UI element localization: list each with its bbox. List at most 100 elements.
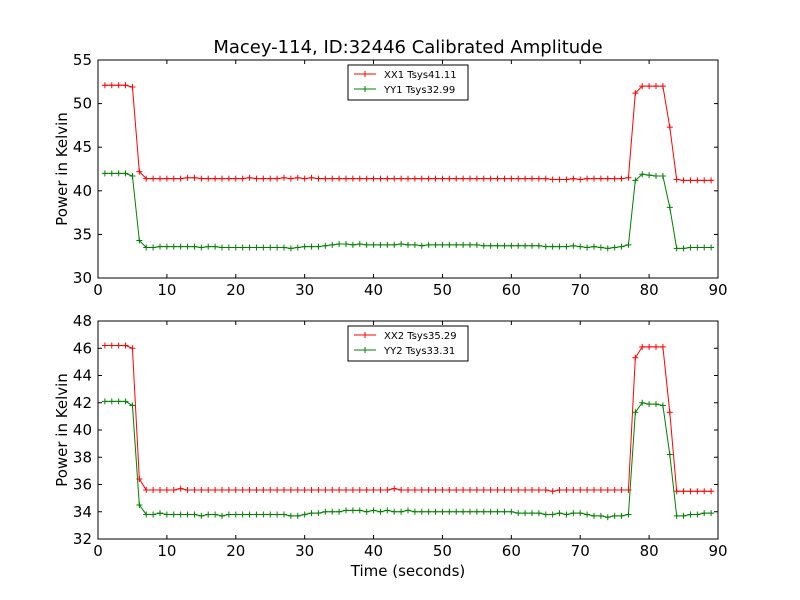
data-point — [136, 237, 143, 244]
data-point — [212, 175, 219, 182]
data-point — [432, 241, 439, 248]
data-point — [708, 244, 715, 251]
x-tick-label: 30 — [295, 542, 314, 560]
data-point — [191, 486, 198, 493]
legend-box — [347, 325, 469, 362]
data-point — [253, 486, 260, 493]
x-tick-label: 70 — [571, 542, 590, 560]
data-point — [529, 175, 535, 182]
x-tick-label: 90 — [708, 542, 727, 560]
data-point — [549, 488, 556, 495]
data-point — [487, 486, 494, 493]
data-point — [274, 511, 281, 518]
data-point — [646, 83, 653, 90]
data-point — [556, 176, 563, 183]
y-tick-label: 50 — [73, 95, 92, 113]
data-point — [122, 82, 129, 89]
x-tick-label: 60 — [502, 542, 521, 560]
data-point — [639, 343, 646, 350]
data-point — [432, 486, 439, 493]
x-tick-label: 60 — [502, 281, 521, 299]
data-point — [232, 244, 239, 251]
legend-label: YY2 Tsys33.31 — [383, 346, 455, 357]
x-tick-label: 40 — [364, 542, 383, 560]
data-point — [322, 242, 329, 249]
data-point — [639, 83, 646, 90]
data-point — [563, 176, 570, 183]
data-point — [577, 176, 584, 183]
data-point — [405, 175, 411, 182]
data-point — [460, 175, 467, 182]
data-point — [453, 508, 460, 515]
y-tick-label: 48 — [73, 312, 92, 330]
data-point — [384, 507, 391, 514]
data-point — [618, 512, 625, 519]
data-point — [418, 486, 425, 493]
data-point — [108, 82, 115, 89]
data-point — [439, 175, 446, 182]
data-point — [384, 175, 391, 182]
x-axis-label: Time (seconds) — [350, 562, 466, 580]
data-point — [680, 177, 687, 184]
data-point — [570, 242, 577, 249]
data-point — [604, 486, 611, 493]
data-point — [356, 486, 363, 493]
data-point — [150, 244, 157, 251]
legend-box — [347, 64, 469, 101]
data-point — [480, 486, 487, 493]
y-tick-label: 55 — [73, 51, 92, 69]
data-point — [205, 243, 212, 250]
data-point — [694, 488, 701, 495]
data-point — [453, 241, 460, 248]
data-point — [281, 244, 287, 251]
data-point — [329, 508, 336, 515]
data-point — [411, 508, 418, 515]
data-point — [115, 342, 122, 349]
data-point — [508, 486, 515, 493]
data-point — [260, 244, 267, 251]
data-point — [508, 508, 515, 515]
data-point — [687, 488, 694, 495]
data-point — [232, 511, 239, 518]
data-point — [129, 172, 136, 179]
data-point — [308, 174, 315, 181]
data-point — [115, 82, 122, 89]
data-point — [391, 175, 398, 182]
data-point — [673, 245, 680, 252]
data-point — [611, 175, 618, 182]
data-point — [198, 512, 205, 519]
data-point — [411, 486, 418, 493]
data-point — [680, 488, 687, 495]
data-point — [591, 243, 597, 250]
data-point — [274, 486, 281, 493]
data-point — [501, 175, 508, 182]
data-point — [315, 175, 322, 182]
data-point — [129, 345, 136, 352]
data-point — [591, 175, 597, 182]
y-axis-label: Power in Kelvin — [53, 112, 71, 226]
data-point — [260, 486, 267, 493]
legend-label: XX1 Tsys41.11 — [384, 70, 457, 81]
data-point — [205, 511, 212, 518]
x-tick-label: 0 — [93, 281, 103, 299]
data-point — [563, 486, 570, 493]
data-point — [356, 240, 363, 247]
data-point — [398, 508, 405, 515]
data-point — [301, 175, 308, 182]
data-point — [398, 486, 405, 493]
data-point — [646, 343, 653, 350]
data-point — [508, 175, 515, 182]
data-point — [542, 243, 549, 250]
data-point — [212, 511, 219, 518]
x-tick-label: 30 — [295, 281, 314, 299]
data-point — [198, 244, 205, 251]
data-point — [694, 511, 701, 518]
data-point — [556, 510, 563, 517]
data-point — [480, 508, 487, 515]
data-point — [549, 243, 556, 250]
data-point — [460, 241, 467, 248]
data-point — [308, 243, 315, 250]
data-point — [391, 241, 398, 248]
data-point — [453, 175, 460, 182]
